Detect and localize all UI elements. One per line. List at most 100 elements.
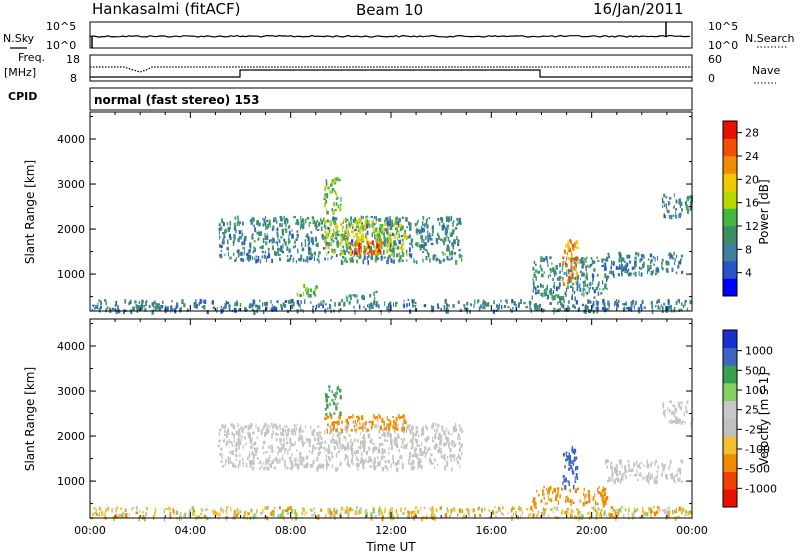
scatter-cell [595,286,598,291]
scatter-cell [251,217,254,220]
scatter-cell [605,487,607,490]
scatter-cell [220,306,222,309]
scatter-cell [242,246,244,250]
scatter-cell [355,239,357,243]
scatter-cell [129,299,132,304]
scatter-cell [296,449,298,452]
scatter-cell [687,209,690,213]
scatter-cell [447,455,449,460]
scatter-cell [677,299,679,302]
scatter-cell [607,252,610,256]
scatter-cell [333,425,335,430]
scatter-cell [170,305,173,310]
scatter-cell [585,304,587,308]
power-colorbar-tick: 24 [745,150,759,163]
scatter-cell [556,277,559,281]
scatter-cell [373,296,376,301]
scatter-cell [532,282,535,286]
scatter-cell [532,266,535,271]
scatter-cell [212,306,216,310]
scatter-cell [544,293,546,297]
scatter-cell [419,448,422,453]
scatter-cell [357,467,359,471]
scatter-cell [665,260,668,266]
scatter-cell [258,231,261,235]
scatter-cell [135,511,138,515]
scatter-cell [636,469,638,473]
velocity-colorbar-tick: -1000 [745,482,777,495]
scatter-cell [388,459,390,462]
scatter-cell [663,508,667,514]
scatter-cell [301,242,303,247]
x-tick-label: 08:00 [275,524,307,537]
scatter-cell [534,263,537,266]
scatter-cell [381,418,384,423]
scatter-cell [334,237,337,240]
scatter-cell [344,457,346,462]
scatter-cell [316,431,319,436]
scatter-cell [284,429,287,433]
scatter-cell [592,506,595,511]
scatter-cell [469,303,472,306]
scatter-cell [234,216,236,220]
scatter-cell [662,267,664,271]
scatter-cell [265,429,268,434]
scatter-cell [163,509,165,514]
scatter-cell [309,257,312,261]
scatter-cell [425,438,428,443]
scatter-cell [301,439,304,444]
scatter-cell [239,440,242,446]
scatter-cell [574,305,576,310]
scatter-cell [340,506,344,511]
scatter-cell [181,299,184,304]
scatter-cell [575,280,577,285]
scatter-cell [431,440,435,443]
scatter-cell [591,259,594,265]
scatter-cell [273,506,276,510]
scatter-cell [265,451,268,454]
scatter-cell [312,445,315,450]
scatter-cell [176,302,179,307]
scatter-cell [662,402,665,408]
scatter-cell [675,271,678,274]
scatter-cell [547,275,549,279]
scatter-cell [392,454,394,460]
scatter-cell [296,423,298,426]
scatter-cell [687,511,690,516]
scatter-cell [458,508,462,514]
scatter-cell [669,400,672,403]
scatter-cell [318,259,320,264]
scatter-cell [302,436,304,440]
scatter-cell [642,264,645,269]
scatter-cell [383,432,386,438]
scatter-cell [500,305,503,309]
scatter-cell [458,453,460,459]
scatter-cell [478,506,481,510]
scatter-cell [552,290,555,294]
scatter-cell [329,304,332,309]
scatter-cell [324,417,328,420]
scatter-cell [427,448,429,453]
scatter-cell [515,510,517,516]
scatter-cell [665,511,668,516]
scatter-cell [253,454,255,460]
scatter-cell [537,285,540,288]
scatter-cell [574,480,577,484]
scatter-cell [383,427,386,431]
scatter-cell [122,309,125,315]
scatter-cell [556,493,558,498]
scatter-cell [651,304,654,309]
scatter-cell [259,304,261,308]
scatter-cell [369,245,372,250]
scatter-cell [317,464,320,469]
scatter-cell [449,514,452,518]
scatter-cell [420,244,424,249]
scatter-cell [642,300,644,304]
scatter-cell [591,280,594,285]
scatter-cell [249,219,252,222]
scatter-cell [572,463,575,466]
scatter-cell [218,512,221,517]
scatter-cell [410,438,413,441]
scatter-cell [356,222,358,227]
scatter-cell [427,230,429,235]
